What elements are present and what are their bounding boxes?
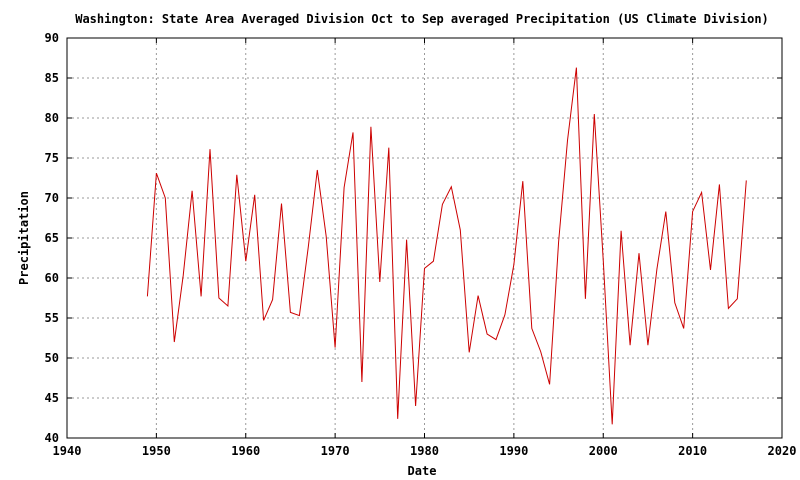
y-tick-label: 85 <box>45 71 59 85</box>
x-tick-label: 1970 <box>321 444 350 458</box>
data-series <box>146 67 747 425</box>
x-tick-label: 1990 <box>499 444 528 458</box>
y-tick-label: 80 <box>45 111 59 125</box>
y-tick-label: 55 <box>45 311 59 325</box>
y-tick-label: 75 <box>45 151 59 165</box>
y-tick-label: 90 <box>45 31 59 45</box>
y-tick-label: 65 <box>45 231 59 245</box>
x-tick-label: 2020 <box>768 444 797 458</box>
x-tick-label: 1950 <box>142 444 171 458</box>
y-tick-label: 50 <box>45 351 59 365</box>
x-tick-label: 1960 <box>231 444 260 458</box>
chart-title: Washington: State Area Averaged Division… <box>75 12 769 26</box>
x-tick-label: 2000 <box>589 444 618 458</box>
x-axis-label: Date <box>408 464 437 478</box>
y-tick-label: 70 <box>45 191 59 205</box>
y-tick-label: 45 <box>45 391 59 405</box>
x-tick-label: 1940 <box>53 444 82 458</box>
x-tick-label: 2010 <box>678 444 707 458</box>
grid-lines <box>67 38 782 438</box>
y-axis-label: Precipitation <box>17 191 31 285</box>
x-tick-label: 1980 <box>410 444 439 458</box>
series-line <box>146 67 747 425</box>
axis-ticks: 40 45 50 55 60 65 70 75 80 85 90 1940 1950 1960 1970 19… <box>45 31 797 458</box>
y-tick-label: 40 <box>45 431 59 445</box>
y-tick-label: 60 <box>45 271 59 285</box>
